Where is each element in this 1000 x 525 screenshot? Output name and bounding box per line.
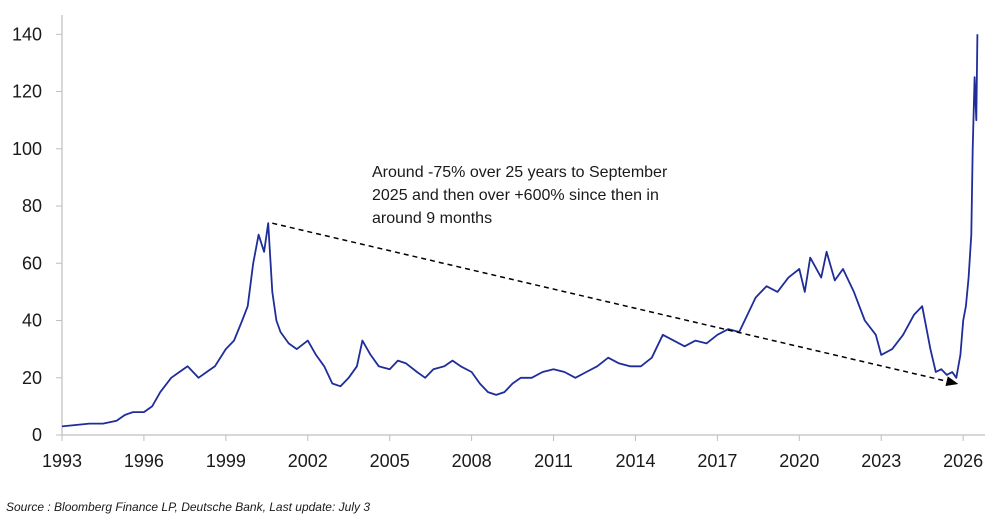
source-note: Source : Bloomberg Finance LP, Deutsche …	[6, 500, 370, 514]
x-tick-label: 2008	[452, 451, 492, 471]
y-tick-label: 80	[22, 196, 42, 216]
x-tick-label: 1996	[124, 451, 164, 471]
annotation-text-line: around 9 months	[372, 210, 492, 227]
price-chart: 0 20 40 60 80 100 120 140 1993 1996 1999 2002 2005 20…	[12, 15, 985, 471]
y-tick-label: 100	[12, 139, 42, 159]
y-tick-label: 0	[32, 425, 42, 445]
x-tick-label: 2014	[615, 451, 655, 471]
trend-arrow	[272, 222, 959, 387]
x-tick-label: 2026	[943, 451, 983, 471]
x-tick-label: 2011	[534, 451, 573, 471]
series-line	[61, 34, 979, 428]
y-tick-label: 40	[22, 311, 42, 331]
y-tick-label: 20	[22, 368, 42, 388]
y-tick-label: 60	[22, 253, 42, 273]
y-tick-label: 140	[12, 24, 42, 44]
x-tick-label: 1999	[206, 451, 246, 471]
annotation-text-line: 2025 and then over +600% since then in	[372, 187, 659, 204]
x-tick-label: 2020	[779, 451, 819, 471]
x-tick-label: 2005	[370, 451, 410, 471]
x-tick-label: 2023	[861, 451, 901, 471]
x-tick-label: 2017	[697, 451, 737, 471]
x-tick-label: 2002	[288, 451, 328, 471]
annotation-text-line: Around -75% over 25 years to September	[372, 164, 668, 181]
y-tick-label: 120	[12, 82, 42, 102]
x-tick-label: 1993	[42, 451, 82, 471]
